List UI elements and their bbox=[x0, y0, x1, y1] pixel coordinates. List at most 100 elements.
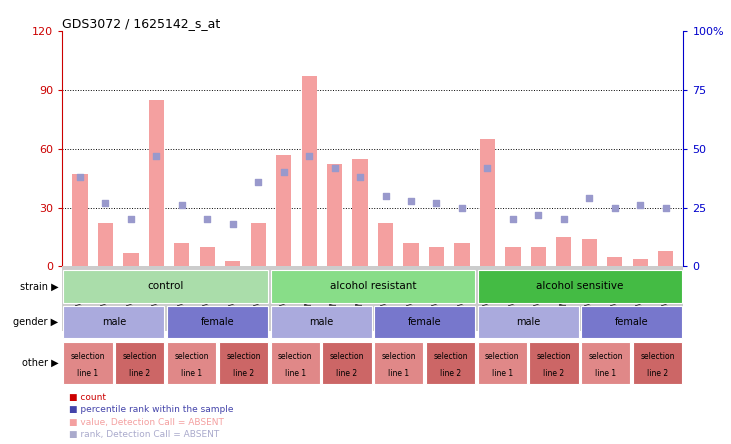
Text: selection: selection bbox=[382, 352, 416, 361]
Text: line 2: line 2 bbox=[129, 369, 151, 378]
Bar bbox=[582, 239, 597, 266]
Text: line 1: line 1 bbox=[595, 369, 616, 378]
Bar bbox=[64, 305, 164, 338]
Text: male: male bbox=[102, 317, 126, 327]
Text: female: female bbox=[615, 317, 648, 327]
Point bbox=[125, 216, 137, 223]
Text: selection: selection bbox=[433, 352, 468, 361]
Text: GSM184119: GSM184119 bbox=[636, 270, 645, 316]
Bar bbox=[200, 247, 215, 266]
Bar bbox=[581, 341, 630, 385]
Point bbox=[74, 174, 86, 181]
Text: ■ percentile rank within the sample: ■ percentile rank within the sample bbox=[69, 405, 234, 414]
Text: GSM183887: GSM183887 bbox=[279, 270, 288, 316]
Point bbox=[532, 211, 544, 218]
Point bbox=[558, 216, 569, 223]
Text: GSM183858: GSM183858 bbox=[508, 270, 518, 316]
Text: selection: selection bbox=[174, 352, 209, 361]
Bar bbox=[72, 174, 88, 266]
Text: line 1: line 1 bbox=[77, 369, 99, 378]
Bar bbox=[374, 341, 423, 385]
Text: GSM183815: GSM183815 bbox=[75, 270, 85, 316]
Bar bbox=[480, 139, 495, 266]
Point bbox=[482, 164, 493, 171]
Point bbox=[609, 204, 621, 211]
Text: GSM183816: GSM183816 bbox=[101, 270, 110, 316]
Bar bbox=[64, 270, 268, 303]
Bar bbox=[352, 159, 368, 266]
Bar bbox=[124, 253, 139, 266]
Bar bbox=[505, 247, 520, 266]
Text: male: male bbox=[309, 317, 333, 327]
Text: ■ rank, Detection Call = ABSENT: ■ rank, Detection Call = ABSENT bbox=[69, 430, 220, 439]
Point bbox=[176, 202, 188, 209]
Point bbox=[431, 199, 442, 206]
Text: selection: selection bbox=[588, 352, 623, 361]
Point bbox=[507, 216, 519, 223]
Text: GSM183888: GSM183888 bbox=[305, 270, 314, 316]
Bar bbox=[251, 223, 266, 266]
Text: GSM184120: GSM184120 bbox=[661, 270, 670, 316]
Point bbox=[660, 204, 672, 211]
Bar bbox=[581, 305, 682, 338]
Point bbox=[635, 202, 646, 209]
Point bbox=[355, 174, 366, 181]
Text: GSM183886: GSM183886 bbox=[610, 270, 619, 316]
Text: GSM183936: GSM183936 bbox=[381, 270, 390, 316]
Text: line 2: line 2 bbox=[440, 369, 461, 378]
Text: line 1: line 1 bbox=[388, 369, 409, 378]
Bar bbox=[429, 247, 444, 266]
Bar bbox=[658, 251, 673, 266]
Text: selection: selection bbox=[640, 352, 675, 361]
Bar bbox=[115, 341, 164, 385]
Text: selection: selection bbox=[226, 352, 261, 361]
Text: GDS3072 / 1625142_s_at: GDS3072 / 1625142_s_at bbox=[62, 17, 220, 30]
Text: GSM183993: GSM183993 bbox=[254, 270, 262, 316]
Point bbox=[329, 164, 341, 171]
Bar bbox=[270, 305, 371, 338]
Point bbox=[583, 194, 595, 202]
Text: ■ value, Detection Call = ABSENT: ■ value, Detection Call = ABSENT bbox=[69, 418, 224, 427]
Text: selection: selection bbox=[71, 352, 105, 361]
Bar bbox=[404, 243, 419, 266]
Bar bbox=[531, 247, 546, 266]
Text: GSM184118: GSM184118 bbox=[559, 270, 568, 316]
Text: GSM183992: GSM183992 bbox=[228, 270, 238, 316]
Bar bbox=[556, 237, 572, 266]
Point bbox=[456, 204, 468, 211]
Bar bbox=[225, 261, 240, 266]
Text: line 2: line 2 bbox=[543, 369, 564, 378]
Text: alcohol sensitive: alcohol sensitive bbox=[537, 281, 624, 291]
Text: line 2: line 2 bbox=[336, 369, 357, 378]
Text: GSM184124: GSM184124 bbox=[458, 270, 466, 316]
Text: strain ▶: strain ▶ bbox=[20, 281, 58, 291]
Text: line 1: line 1 bbox=[492, 369, 513, 378]
Bar bbox=[632, 258, 648, 266]
Text: selection: selection bbox=[278, 352, 312, 361]
Bar bbox=[270, 270, 475, 303]
Bar bbox=[219, 341, 268, 385]
Text: GSM183856: GSM183856 bbox=[202, 270, 212, 316]
Point bbox=[99, 199, 111, 206]
Bar bbox=[454, 243, 469, 266]
Bar bbox=[374, 305, 475, 338]
Point bbox=[405, 197, 417, 204]
Text: GSM184123: GSM184123 bbox=[432, 270, 441, 316]
Point bbox=[278, 169, 289, 176]
Bar bbox=[633, 341, 682, 385]
Text: GSM183991: GSM183991 bbox=[152, 270, 161, 316]
Text: line 2: line 2 bbox=[232, 369, 254, 378]
Bar bbox=[148, 100, 164, 266]
Point bbox=[252, 178, 264, 185]
Text: ■ count: ■ count bbox=[69, 393, 107, 402]
Bar bbox=[322, 341, 371, 385]
Bar bbox=[477, 270, 682, 303]
Bar bbox=[607, 257, 622, 266]
Text: GSM183857: GSM183857 bbox=[483, 270, 492, 316]
Bar bbox=[167, 341, 216, 385]
Text: other ▶: other ▶ bbox=[22, 358, 58, 368]
Text: GSM183875: GSM183875 bbox=[585, 270, 594, 316]
Bar bbox=[167, 305, 268, 338]
Text: GSM183990: GSM183990 bbox=[126, 270, 135, 316]
Text: male: male bbox=[516, 317, 540, 327]
